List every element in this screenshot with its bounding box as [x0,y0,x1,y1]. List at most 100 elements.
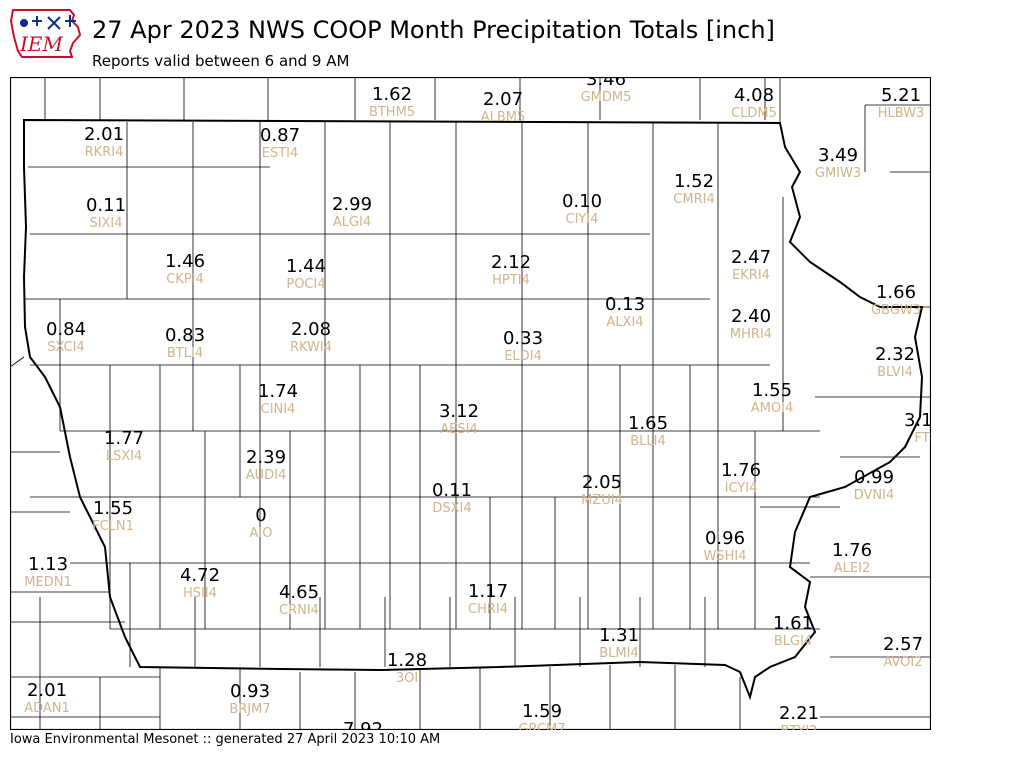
neighbor-state-lines [10,77,930,730]
station-id: CHRI4 [468,602,508,617]
station-value: 1.17 [468,581,508,602]
station-id: BTLI4 [167,346,203,361]
station-id: ALBM5 [481,110,526,125]
station-id: AESI4 [440,422,477,437]
station-id: MHRI4 [730,327,772,342]
logo-sun-icon [20,19,28,27]
station-id: DVNI4 [854,488,895,503]
station-id: CKPI4 [166,272,204,287]
station-value: 2.57 [883,634,923,655]
station-id: RKRI4 [85,145,124,160]
station-value: 2.99 [332,194,372,215]
station-id: CINI4 [261,402,296,417]
station-id: MZUI4 [581,493,623,508]
iowa-state-outline-shape [10,9,82,58]
station-id: MEDN1 [24,575,71,590]
station-value: 2.39 [246,447,286,468]
station-value: 2.12 [491,252,531,273]
station-id: HSII4 [183,586,217,601]
station-value: 2.47 [731,247,771,268]
station-id: FCLN1 [92,519,134,534]
station-id: CLDM5 [731,106,777,121]
station-value: 2.21 [779,703,819,724]
station-value: 3.18 [904,410,931,431]
station-id: BTYI2 [781,724,818,730]
station-value: 1.59 [522,701,562,722]
iowa-state-border [22,118,924,701]
station-id: ALGI4 [333,215,371,230]
station-value: 0.84 [46,319,86,340]
station-id: ESTI4 [262,146,299,161]
station-id: LSXI4 [106,449,143,464]
station-id: BLMI4 [599,646,638,661]
station-value: 1.61 [773,613,813,634]
map-frame [10,77,931,730]
station-value: 7.92 [343,719,383,730]
station-id: CMRI4 [673,192,714,207]
station-value: 1.77 [104,428,144,449]
station-value: 1.44 [286,256,326,277]
station-value: 1.66 [876,282,916,303]
station-id: GBGW3 [871,303,921,318]
map-background-lines [10,77,931,730]
station-value: 0.33 [503,328,543,349]
station-id: DSXI4 [432,501,471,516]
station-value: 1.62 [372,84,412,105]
station-value: 2.08 [291,319,331,340]
map-subtitle: Reports valid between 6 and 9 AM [92,52,350,70]
station-value: 1.76 [721,460,761,481]
station-value: 0.93 [230,681,270,702]
station-id: BRJM7 [229,702,270,717]
iowa-county-lines [24,122,820,667]
station-value: 2.32 [875,344,915,365]
station-id: CRNI4 [279,603,319,618]
station-value: 0.11 [86,195,126,216]
map-title: 27 Apr 2023 NWS COOP Month Precipitation… [92,16,775,44]
station-value: 0.99 [854,467,894,488]
station-value: 0.87 [260,125,300,146]
station-value: 3.46 [586,77,626,90]
station-value: 3.12 [439,401,479,422]
station-value: 0.83 [165,325,205,346]
station-id: BLVI4 [877,365,913,380]
station-value: 4.65 [279,582,319,603]
station-value: 1.76 [832,540,872,561]
station-id: GMDM5 [581,90,632,105]
station-value: 5.21 [881,85,921,106]
station-value: 2.05 [582,472,622,493]
station-value: 1.13 [28,554,68,575]
station-id: BTHM5 [369,105,415,120]
station-value: 2.40 [731,306,771,327]
station-id: SXCI4 [47,340,84,355]
station-id: CIYI4 [566,212,599,227]
station-value: 1.65 [628,413,668,434]
footer-credit: Iowa Environmental Mesonet :: generated … [10,732,441,747]
station-value: 4.72 [180,565,220,586]
station-id: AIO [250,526,273,541]
station-value: 2.01 [84,124,124,145]
station-value: 4.08 [734,85,774,106]
station-id: GMIW3 [815,166,861,181]
station-value: 1.52 [674,171,714,192]
station-id: FTI [914,431,931,446]
station-value: 1.31 [599,625,639,646]
logo-weather-symbols-icon [32,15,76,30]
station-value: 0.96 [705,528,745,549]
station-id: 3OI [396,671,418,686]
station-id: ICYI4 [725,481,758,496]
station-id: AMOI4 [751,401,793,416]
station-id: HPTI4 [492,273,530,288]
station-value: 0.10 [562,191,602,212]
station-value: 0.11 [432,480,472,501]
station-value: 1.46 [165,251,205,272]
station-value: 0.13 [605,294,645,315]
station-id: GRCM7 [518,722,565,730]
station-id: AVOI2 [883,655,922,670]
station-id: ALEI2 [834,561,870,576]
station-value: 2.01 [27,680,67,701]
station-value: 2.07 [483,89,523,110]
station-id: SIXI4 [89,216,122,231]
station-id: AUDI4 [246,468,287,483]
iem-logo: IEM [10,9,82,58]
